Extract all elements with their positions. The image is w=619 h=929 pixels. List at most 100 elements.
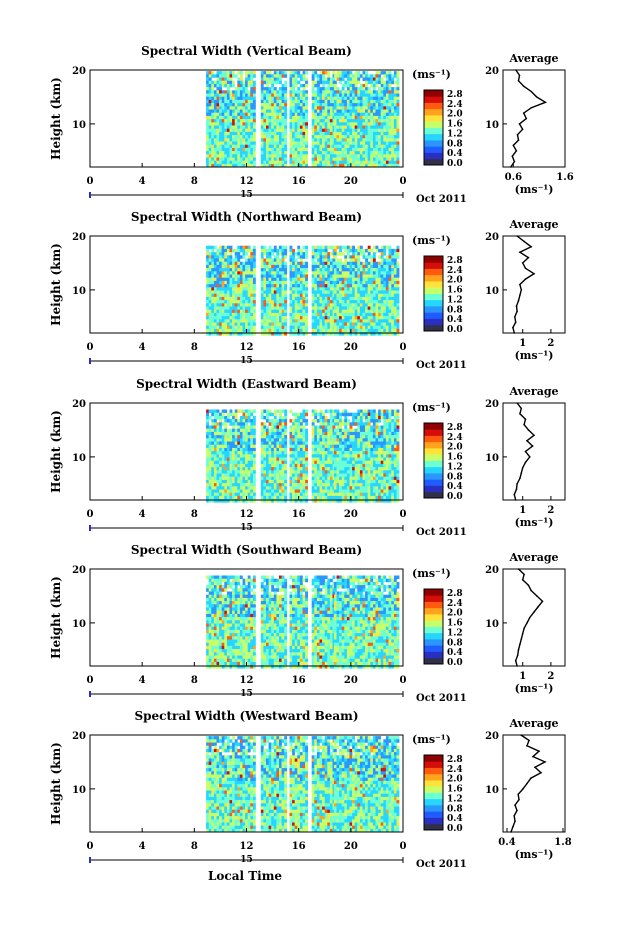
heatmap-cell	[250, 492, 254, 497]
heatmap-cell	[245, 451, 248, 455]
average-y-tick-label: 10	[485, 120, 499, 131]
heatmap-cell	[250, 486, 254, 490]
heatmap-cell	[260, 431, 264, 436]
heatmap-cell	[322, 303, 325, 307]
heatmap-cell	[247, 296, 251, 301]
heatmap-cell	[206, 103, 209, 107]
heatmap-cell	[357, 271, 361, 275]
heatmap-cell	[234, 444, 238, 449]
heatmap-cell	[367, 115, 371, 120]
heatmap-cell	[332, 258, 336, 262]
heatmap-cell	[219, 287, 222, 291]
heatmap-cell	[339, 277, 342, 282]
heatmap-cell	[305, 293, 308, 298]
heatmap-cell	[349, 141, 353, 145]
heatmap-cell	[289, 495, 293, 500]
heatmap-cell	[299, 106, 303, 110]
x-tick-label: 16	[292, 176, 306, 187]
heatmap-cell	[219, 90, 222, 94]
heatmap-cell	[281, 96, 285, 101]
heatmap-cell	[289, 309, 293, 314]
heatmap-cell	[319, 300, 323, 304]
heatmap-cell	[284, 322, 288, 326]
heatmap-cell	[263, 147, 267, 152]
heatmap-cell	[388, 309, 392, 314]
heatmap-cell	[245, 103, 248, 107]
heatmap-cell	[245, 77, 248, 81]
heatmap-cell	[396, 274, 400, 278]
heatmap-cell	[372, 284, 376, 288]
heatmap-cell	[305, 99, 308, 104]
y-tick-label: 20	[72, 232, 86, 243]
heatmap-cell	[273, 128, 277, 133]
heatmap-cell	[273, 71, 277, 75]
heatmap-cell	[362, 93, 366, 97]
heatmap-cell	[260, 268, 264, 272]
heatmap-cell	[362, 99, 366, 104]
heatmap-cell	[344, 268, 348, 272]
heatmap-cell	[221, 473, 225, 477]
heatmap-cell	[250, 435, 254, 439]
heatmap-cell	[365, 154, 368, 158]
heatmap-cell	[211, 160, 215, 165]
heatmap-cell	[327, 319, 331, 323]
heatmap-cell	[221, 271, 225, 275]
heatmap-cell	[239, 87, 243, 91]
heatmap-cell	[349, 309, 353, 314]
heatmap-cell	[237, 499, 241, 503]
heatmap-cell	[206, 467, 209, 471]
heatmap-cell	[302, 154, 306, 158]
heatmap-cell	[396, 277, 400, 282]
heatmap-cell	[219, 109, 222, 113]
heatmap-cell	[324, 248, 328, 253]
heatmap-cell	[219, 425, 222, 429]
heatmap-cell	[367, 135, 371, 139]
heatmap-cell	[266, 438, 269, 442]
heatmap-cell	[219, 141, 222, 145]
heatmap-cell	[279, 264, 282, 269]
heatmap-cell	[388, 125, 392, 129]
heatmap-cell	[245, 277, 248, 282]
heatmap-cell	[305, 90, 308, 94]
heatmap-cell	[297, 454, 301, 458]
heatmap-cell	[354, 322, 358, 326]
heatmap-cell	[383, 316, 387, 320]
heatmap-cell	[327, 112, 331, 117]
heatmap-cell	[221, 135, 225, 139]
heatmap-cell	[221, 435, 225, 439]
heatmap-cell	[289, 144, 293, 149]
heatmap-cell	[380, 290, 384, 294]
heatmap-cell	[247, 483, 251, 487]
heatmap-cell	[367, 264, 371, 269]
heatmap-cell	[365, 261, 368, 266]
heatmap-cell	[341, 71, 345, 75]
heatmap-cell	[284, 154, 288, 158]
heatmap-cell	[370, 160, 374, 165]
heatmap-cell	[322, 125, 325, 129]
heatmap-cell	[221, 74, 225, 78]
heatmap-cell	[273, 268, 277, 272]
heatmap-cell	[229, 300, 233, 304]
heatmap-cell	[232, 454, 235, 458]
heatmap-cell	[359, 290, 363, 294]
heatmap-cell	[349, 296, 353, 301]
heatmap-cell	[281, 415, 285, 420]
heatmap-cell	[237, 319, 241, 323]
heatmap-cell	[216, 87, 220, 91]
heatmap-cell	[385, 138, 389, 142]
heatmap-cell	[242, 499, 246, 503]
heatmap-cell	[284, 444, 288, 449]
heatmap-cell	[359, 268, 363, 272]
heatmap-cell	[216, 93, 220, 97]
heatmap-cell	[245, 90, 248, 94]
heatmap-cell	[365, 332, 368, 336]
heatmap-cell	[297, 128, 301, 133]
heatmap-cell	[362, 90, 366, 94]
heatmap-cell	[224, 128, 228, 133]
heatmap-cell	[372, 154, 376, 158]
heatmap-cell	[292, 128, 295, 133]
heatmap-cell	[268, 90, 272, 94]
heatmap-cell	[260, 112, 264, 117]
heatmap-cell	[284, 125, 288, 129]
heatmap-cell	[289, 280, 293, 285]
